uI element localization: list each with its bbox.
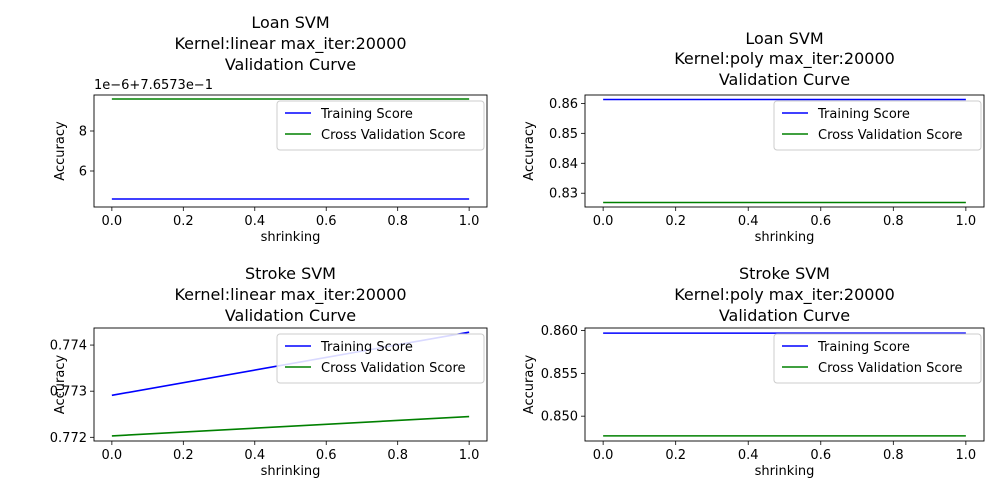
chart-panel-4: Stroke SVM Kernel:poly max_iter:20000Vali… [522, 264, 985, 479]
legend-cv-label: Cross Validation Score [321, 361, 466, 376]
x-axis-label: shrinking [755, 230, 815, 245]
x-tick-label: 0.4 [244, 448, 265, 463]
x-tick-label: 0.8 [387, 448, 408, 463]
y-tick-label: 8 [79, 125, 87, 140]
x-axis-label: shrinking [261, 230, 321, 245]
x-tick-label: 0.8 [883, 214, 904, 229]
x-axis-label: shrinking [755, 464, 815, 479]
y-axis-label: Accuracy [53, 121, 68, 181]
chart-title-line: Kernel:poly max_iter:20000 [674, 49, 895, 69]
y-tick-label: 0.86 [549, 97, 578, 112]
x-tick-label: 0.4 [244, 214, 265, 229]
legend-training-label: Training Score [817, 340, 910, 355]
x-tick-label: 0.8 [387, 214, 408, 229]
axes-frame [93, 327, 488, 442]
y-axis-label: Accuracy [53, 355, 68, 415]
y-tick-label: 0.772 [50, 431, 87, 446]
x-tick-label: 0.6 [810, 214, 831, 229]
x-tick-label: 1.0 [956, 214, 977, 229]
chart-title-line: Loan SVM [745, 29, 823, 48]
chart-title-line: Validation Curve [225, 55, 356, 74]
chart-panel-3: Stroke SVM Kernel:linear max_iter:20000Va… [50, 264, 488, 479]
x-tick-label: 0.4 [738, 448, 759, 463]
y-tick-label: 0.85 [549, 127, 578, 142]
legend-cv-label: Cross Validation Score [321, 128, 466, 143]
x-tick-label: 1.0 [459, 214, 480, 229]
x-tick-label: 0.0 [102, 448, 123, 463]
legend-cv-label: Cross Validation Score [818, 361, 963, 376]
chart-title-line: Validation Curve [719, 306, 850, 325]
x-axis-label: shrinking [261, 464, 321, 479]
x-tick-label: 1.0 [956, 448, 977, 463]
legend-box [773, 100, 982, 151]
y-tick-label: 0.774 [50, 339, 87, 354]
legend-box [276, 333, 485, 384]
x-tick-label: 0.2 [665, 448, 686, 463]
legend-cv-label: Cross Validation Score [818, 128, 963, 143]
legend-training-label: Training Score [320, 107, 413, 122]
x-tick-label: 0.4 [738, 214, 759, 229]
y-tick-label: 0.83 [549, 187, 578, 202]
chart-title-line: Loan SVM [251, 13, 329, 32]
x-tick-label: 0.6 [810, 448, 831, 463]
chart-title-line: Kernel:poly max_iter:20000 [674, 285, 895, 305]
y-tick-label: 6 [79, 165, 87, 180]
axes-frame [584, 327, 985, 442]
x-tick-label: 0.2 [173, 448, 194, 463]
axes-frame [584, 94, 985, 208]
x-tick-label: 0.0 [593, 448, 614, 463]
y-tick-label: 0.84 [549, 157, 578, 172]
x-tick-label: 0.2 [173, 214, 194, 229]
chart-title-line: Kernel:linear max_iter:20000 [174, 285, 406, 305]
legend-training-label: Training Score [817, 107, 910, 122]
axes-frame [93, 94, 488, 208]
x-tick-label: 0.8 [883, 448, 904, 463]
legend-training-label: Training Score [320, 340, 413, 355]
y-tick-label: 0.850 [541, 410, 578, 425]
x-tick-label: 0.0 [102, 214, 123, 229]
chart-title-line: Stroke SVM [739, 264, 830, 283]
legend-box [276, 100, 485, 151]
chart-title-line: Kernel:linear max_iter:20000 [174, 34, 406, 54]
chart-panel-1: Loan SVM Kernel:linear max_iter:20000Vali… [53, 13, 488, 245]
y-axis-label: Accuracy [522, 121, 537, 181]
chart-title-line: Validation Curve [225, 306, 356, 325]
x-tick-label: 0.2 [665, 214, 686, 229]
y-tick-label: 0.855 [541, 367, 578, 382]
cross-validation-score-line [111, 415, 470, 437]
chart-title-line: Validation Curve [719, 70, 850, 89]
x-tick-label: 1.0 [459, 448, 480, 463]
y-tick-label: 0.860 [541, 324, 578, 339]
x-tick-label: 0.6 [316, 448, 337, 463]
y-axis-label: Accuracy [522, 355, 537, 415]
legend-box [773, 333, 982, 384]
x-tick-label: 0.6 [316, 214, 337, 229]
y-tick-label: 0.773 [50, 385, 87, 400]
x-tick-label: 0.0 [593, 214, 614, 229]
y-offset-text: 1e−6+7.6573e−1 [94, 78, 213, 93]
chart-title-line: Stroke SVM [245, 264, 336, 283]
